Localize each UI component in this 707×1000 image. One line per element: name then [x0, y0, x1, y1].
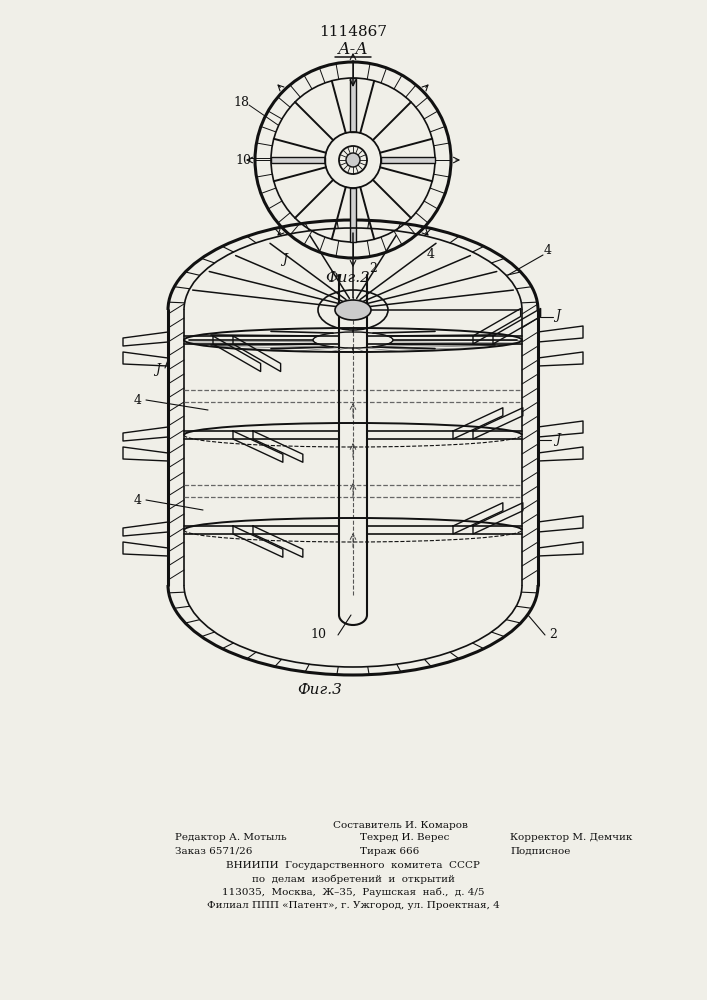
Text: 113035,  Москва,  Ж–35,  Раушская  наб.,  д. 4/5: 113035, Москва, Ж–35, Раушская наб., д. … — [222, 887, 484, 897]
Text: 4: 4 — [134, 393, 142, 406]
Text: Фиг.2: Фиг.2 — [325, 271, 370, 285]
Text: 4: 4 — [544, 243, 552, 256]
Text: 10: 10 — [235, 153, 251, 166]
Text: Корректор М. Демчик: Корректор М. Демчик — [510, 834, 632, 842]
Text: J: J — [556, 308, 561, 322]
Text: Фиг.3: Фиг.3 — [298, 683, 342, 697]
Text: J: J — [156, 363, 160, 376]
Text: Составитель И. Комаров: Составитель И. Комаров — [332, 820, 467, 830]
Polygon shape — [271, 157, 325, 163]
Circle shape — [346, 153, 360, 167]
Polygon shape — [381, 157, 435, 163]
Text: 2: 2 — [369, 261, 377, 274]
Text: 1114867: 1114867 — [319, 25, 387, 39]
Text: Заказ 6571/26: Заказ 6571/26 — [175, 846, 252, 856]
Text: ВНИИПИ  Государственного  комитета  СССР: ВНИИПИ Государственного комитета СССР — [226, 861, 480, 870]
Polygon shape — [350, 188, 356, 242]
Text: А-А: А-А — [337, 41, 368, 58]
Text: Тираж 666: Тираж 666 — [360, 846, 419, 856]
Text: 2: 2 — [549, 629, 557, 642]
Text: Филиал ППП «Патент», г. Ужгород, ул. Проектная, 4: Филиал ППП «Патент», г. Ужгород, ул. Про… — [206, 900, 499, 910]
Text: J: J — [556, 434, 561, 446]
Ellipse shape — [335, 300, 371, 320]
Text: Техред И. Верес: Техред И. Верес — [360, 834, 450, 842]
Text: 4: 4 — [134, 493, 142, 506]
Text: по  делам  изобретений  и  открытий: по делам изобретений и открытий — [252, 874, 455, 884]
Text: Редактор А. Мотыль: Редактор А. Мотыль — [175, 834, 286, 842]
Text: J: J — [283, 253, 288, 266]
Polygon shape — [350, 78, 356, 132]
Text: 10: 10 — [310, 629, 326, 642]
Text: 4: 4 — [427, 248, 435, 261]
Text: 18: 18 — [233, 96, 249, 108]
Text: Подписное: Подписное — [510, 846, 571, 856]
